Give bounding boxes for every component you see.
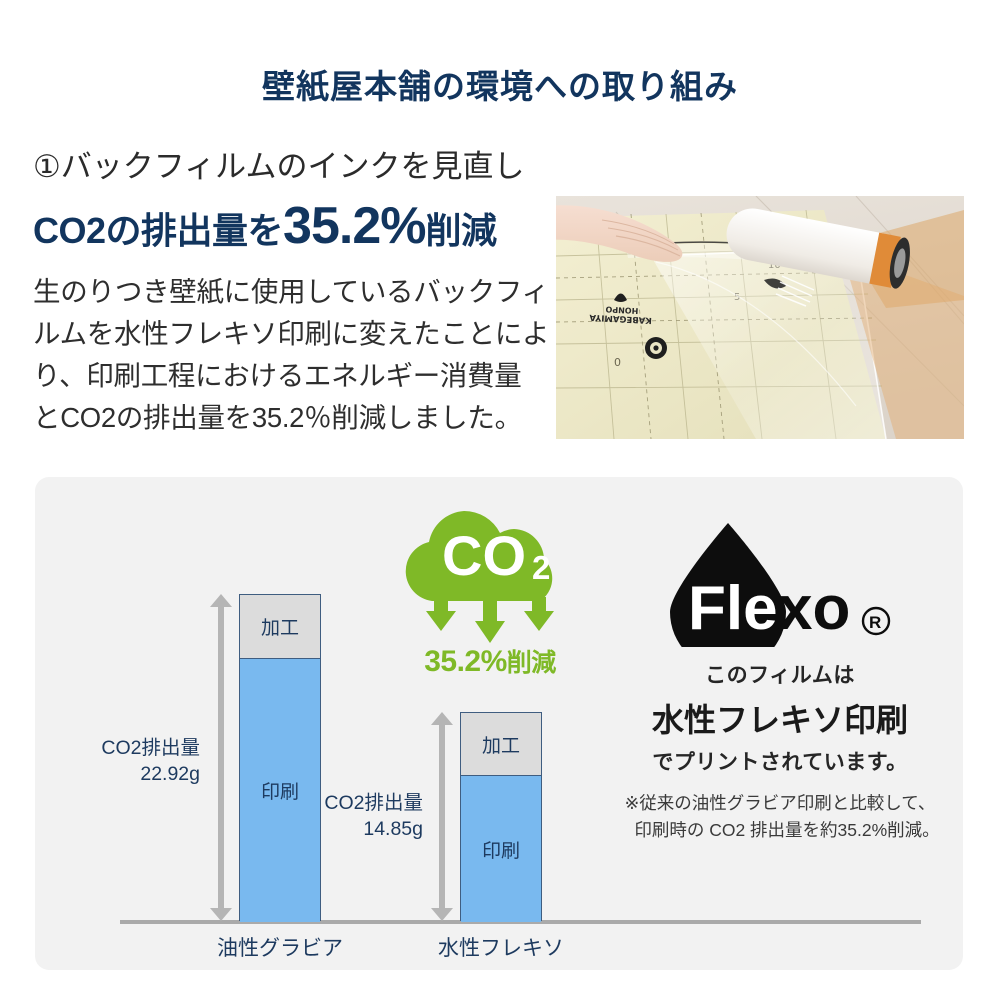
measure-total: 14.85g bbox=[363, 818, 423, 841]
measure-label-2: CO2排出量 14.85g bbox=[273, 790, 423, 842]
headline-value: 35.2% bbox=[283, 196, 426, 255]
measure-caption: CO2排出量 bbox=[101, 737, 200, 759]
arrow-head-up-icon bbox=[210, 594, 232, 607]
page-title: 壁紙屋本舗の環境への取り組み bbox=[262, 68, 738, 105]
flexo-wordmark-white: Fle bbox=[688, 574, 778, 643]
flexo-sub-text: でプリントされています。 bbox=[652, 751, 908, 774]
cloud-reduction-label: 35.2%削減 bbox=[380, 643, 600, 679]
comparison-panel: 加工 印刷 油性グラビア CO2排出量 22.92g 加工 印刷 水性フレキソ bbox=[35, 477, 963, 970]
measure-label-1: CO2排出量 22.92g bbox=[50, 735, 200, 787]
arrow-shaft bbox=[439, 723, 445, 910]
measure-total: 22.92g bbox=[140, 763, 200, 786]
flexo-footnote: ※従来の油性グラビア印刷と比較して、 印刷時の CO2 排出量を約35.2%削減… bbox=[610, 790, 950, 844]
cloud-co2-subscript: 2 bbox=[532, 549, 550, 586]
lead-body: 生のりつき壁紙に使用しているバックフィ ルムを水性フレキソ印刷に変えたことによ … bbox=[33, 271, 553, 438]
wallpaper-backfilm-photo: 0 5 10 KABEGAMIYA HONPO bbox=[556, 196, 964, 439]
svg-text:HONPO: HONPO bbox=[605, 305, 638, 316]
co2-emission-bar-chart: 加工 印刷 油性グラビア CO2排出量 22.92g 加工 印刷 水性フレキソ bbox=[35, 477, 921, 970]
body-line: 生のりつき壁紙に使用しているバックフィ bbox=[33, 276, 549, 308]
headline-suffix: 削減 bbox=[425, 209, 497, 251]
bar-segment-processing: 加工 bbox=[461, 713, 541, 776]
bar-category-label-1: 油性グラビア bbox=[217, 937, 343, 960]
bar-category-label-2: 水性フレキソ bbox=[438, 937, 564, 960]
registered-mark: R bbox=[869, 613, 881, 632]
flexo-caption: このフィルムは bbox=[705, 664, 855, 687]
co2-reduction-graphic: CO 2 35.2%削減 bbox=[380, 497, 600, 697]
cloud-reduction-value: 35.2% bbox=[424, 645, 507, 678]
svg-text:KABEGAMIYA: KABEGAMIYA bbox=[589, 312, 652, 325]
bar-segment-printing: 印刷 bbox=[461, 776, 541, 922]
flexo-ink-drop-icon: Fle xo R bbox=[670, 523, 891, 670]
footnote-line-2: 印刷時の CO2 排出量を約35.2%削減。 bbox=[634, 820, 940, 841]
headline-prefix: CO2の排出量を bbox=[33, 209, 284, 251]
svg-text:0: 0 bbox=[614, 356, 621, 369]
bar-water-flexo: 加工 印刷 bbox=[460, 712, 542, 922]
lead-copy-block: ①バックフィルムのインクを見直し CO2の排出量を 35.2% 削減 生のりつき壁紙… bbox=[33, 148, 553, 438]
arrow-head-up-icon bbox=[431, 712, 453, 725]
lead-line-1: ①バックフィルムのインクを見直し bbox=[33, 149, 525, 184]
flexo-logo: Fle xo R bbox=[610, 517, 950, 670]
arrow-head-down-icon bbox=[431, 908, 453, 921]
measure-arrow-2 bbox=[431, 712, 453, 921]
bar-segment-processing: 加工 bbox=[240, 595, 320, 659]
bar-segment-printing: 印刷 bbox=[240, 659, 320, 922]
lead-headline: CO2の排出量を 35.2% 削減 bbox=[33, 195, 553, 257]
cloud-reduction-suffix: 削減 bbox=[506, 649, 557, 677]
body-line: とCO2の排出量を35.2％削減しました。 bbox=[33, 401, 522, 433]
footnote-line-1: ※従来の油性グラビア印刷と比較して、 bbox=[624, 793, 936, 813]
measure-caption: CO2排出量 bbox=[324, 792, 423, 814]
arrow-head-down-icon bbox=[210, 908, 232, 921]
photo-illustration: 0 5 10 KABEGAMIYA HONPO bbox=[556, 196, 964, 439]
arrow-shaft bbox=[218, 605, 224, 910]
bar-oil-gravure: 加工 印刷 bbox=[239, 594, 321, 922]
body-line: り、印刷工程におけるエネルギー消費量 bbox=[33, 359, 522, 391]
flexo-wordmark-black: xo bbox=[778, 574, 850, 643]
co2-cloud-icon: CO 2 bbox=[405, 510, 554, 643]
measure-arrow-1 bbox=[210, 594, 232, 921]
body-line: ルムを水性フレキソ印刷に変えたことによ bbox=[33, 317, 550, 349]
chart-baseline bbox=[120, 920, 921, 924]
cloud-co2-label: CO bbox=[442, 524, 526, 587]
flexo-info-block: Fle xo R このフィルムは 水性フレキソ印刷 でプリントされています。 ※… bbox=[610, 517, 950, 844]
flexo-main-text: 水性フレキソ印刷 bbox=[651, 702, 908, 738]
